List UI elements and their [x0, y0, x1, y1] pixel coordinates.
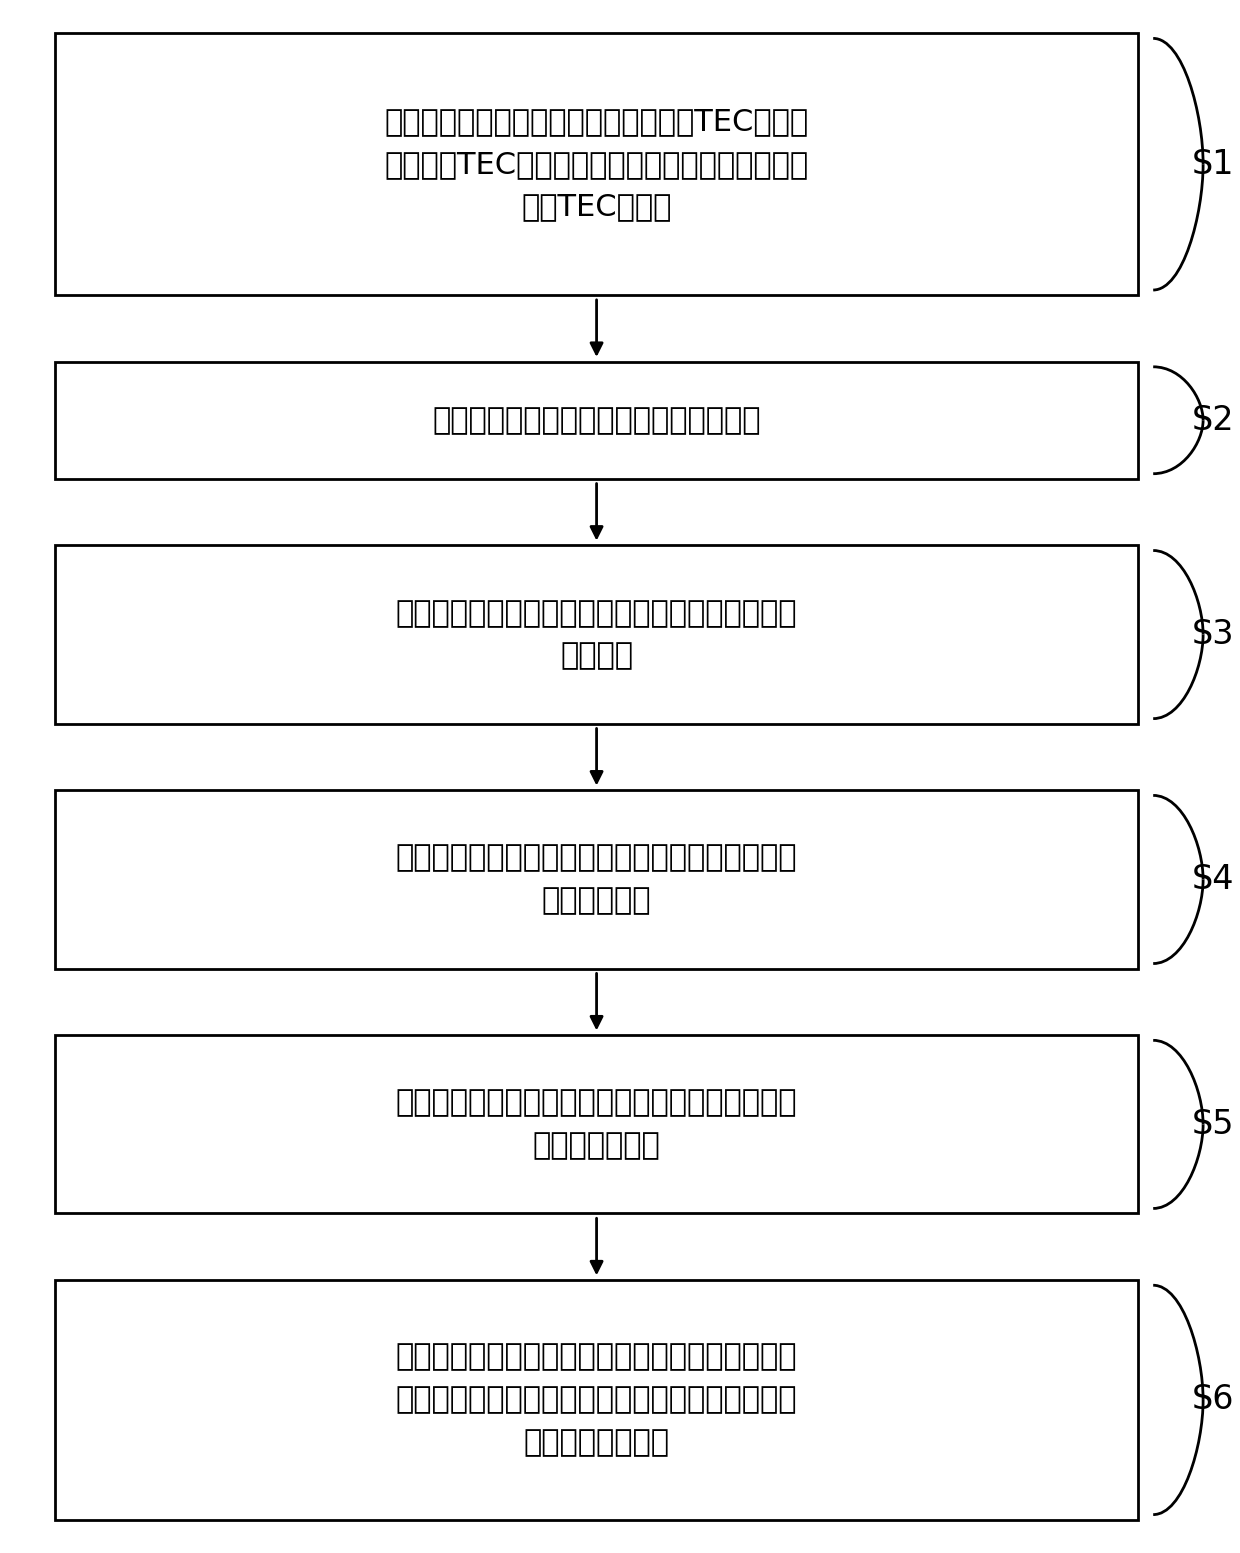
Text: 将所述第二开启指令发送至所述发射激光器，以控
制所述发射激光器开启，发射适应于所述目标温度
值的发射光波长。: 将所述第二开启指令发送至所述发射激光器，以控 制所述发射激光器开启，发射适应于所… [396, 1343, 797, 1457]
Text: 对发射激光器的等待开启时长进行计时；: 对发射激光器的等待开启时长进行计时； [433, 405, 761, 435]
Text: S2: S2 [1192, 404, 1234, 436]
Text: 获取所述温度传感器检测的所述发射激光器的初始
温度值；: 获取所述温度传感器检测的所述发射激光器的初始 温度值； [396, 598, 797, 671]
FancyBboxPatch shape [55, 362, 1138, 478]
Text: S1: S1 [1192, 148, 1234, 180]
FancyBboxPatch shape [55, 790, 1138, 969]
FancyBboxPatch shape [55, 545, 1138, 724]
FancyBboxPatch shape [55, 1036, 1138, 1213]
Text: 在光模块上电时，发送第一开启指令至TEC控制电
路，所述TEC控制电路用于根据所述第一开启指令
控制TEC启动；: 在光模块上电时，发送第一开启指令至TEC控制电 路，所述TEC控制电路用于根据所… [384, 107, 808, 222]
Text: 根据所述初始温度值与目标温度值的温度差值，确
定延时时长；: 根据所述初始温度值与目标温度值的温度差值，确 定延时时长； [396, 843, 797, 915]
FancyBboxPatch shape [55, 1280, 1138, 1519]
Text: S3: S3 [1192, 618, 1234, 651]
Text: S5: S5 [1192, 1107, 1234, 1141]
Text: S4: S4 [1192, 863, 1234, 896]
Text: S6: S6 [1192, 1384, 1234, 1416]
FancyBboxPatch shape [55, 34, 1138, 295]
Text: 在所述等待开启时长与所述延时时长一致时，生成
第二开启指令；: 在所述等待开启时长与所述延时时长一致时，生成 第二开启指令； [396, 1089, 797, 1160]
